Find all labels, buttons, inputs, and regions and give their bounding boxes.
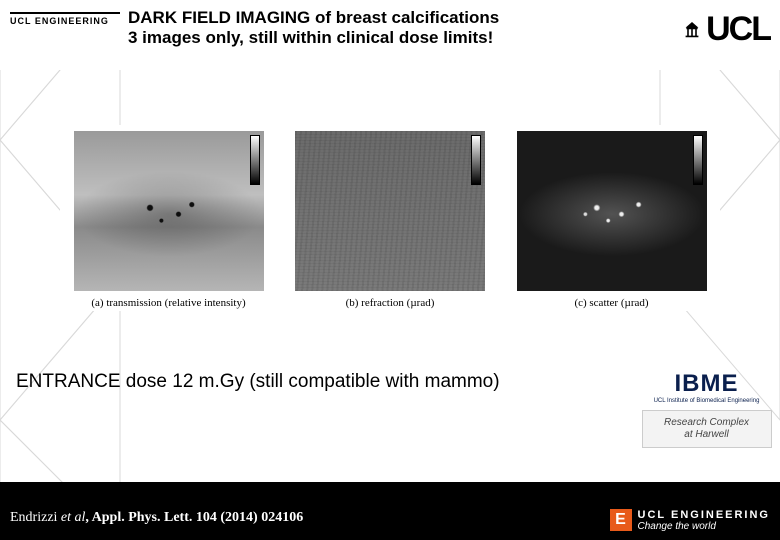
harwell-logo: Research Complex at Harwell [642, 410, 772, 448]
ucl-engineering-logo: UCL ENGINEERING [10, 6, 120, 27]
slide-title: DARK FIELD IMAGING of breast calcificati… [120, 6, 630, 48]
panel-b-caption: (b) refraction (µrad) [346, 297, 435, 309]
panel-c-caption: (c) scatter (µrad) [574, 297, 648, 309]
title-line-2: 3 images only, still within clinical dos… [128, 28, 630, 48]
colorbar-a [250, 135, 260, 185]
citation-etal: et al [57, 510, 85, 525]
harwell-line-1: Research Complex [645, 417, 769, 429]
title-line-1: DARK FIELD IMAGING of breast calcificati… [128, 8, 630, 28]
ucl-dome-icon [684, 21, 700, 39]
panel-a-image [74, 131, 264, 291]
affiliation-logos: IBME UCL Institute of Biomedical Enginee… [639, 370, 774, 448]
panel-a: (a) transmission (relative intensity) [66, 131, 271, 309]
footer-engineering-logo: E UCL ENGINEERING Change the world [610, 509, 770, 532]
ibme-small: UCL Institute of Biomedical Engineering [642, 398, 772, 404]
ucl-text: UCL [706, 10, 770, 49]
panel-a-caption: (a) transmission (relative intensity) [91, 297, 245, 309]
colorbar-b [471, 135, 481, 185]
footer-logo-text: UCL ENGINEERING Change the world [638, 509, 770, 532]
citation: Endrizzi et al, Appl. Phys. Lett. 104 (2… [0, 504, 313, 532]
ibme-big: IBME [642, 370, 772, 398]
panel-b-image [295, 131, 485, 291]
footer-e-icon: E [610, 509, 632, 531]
citation-rest: , Appl. Phys. Lett. 104 (2014) 024106 [85, 510, 303, 525]
ibme-logo: IBME UCL Institute of Biomedical Enginee… [642, 370, 772, 404]
colorbar-c [693, 135, 703, 185]
footer-bar: Endrizzi et al, Appl. Phys. Lett. 104 (2… [0, 482, 780, 540]
citation-author: Endrizzi [10, 510, 57, 525]
panel-c: (c) scatter (µrad) [509, 131, 714, 309]
eng-logo-text: UCL ENGINEERING [10, 16, 109, 26]
footer-logo-line-2: Change the world [638, 521, 770, 532]
harwell-line-2: at Harwell [645, 429, 769, 441]
ucl-logo: UCL [630, 6, 770, 49]
footer-logo-line-1: UCL ENGINEERING [638, 509, 770, 521]
panel-b: (b) refraction (µrad) [288, 131, 493, 309]
figure-row: (a) transmission (relative intensity) (b… [60, 125, 720, 311]
header: UCL ENGINEERING DARK FIELD IMAGING of br… [0, 0, 780, 70]
panel-c-image [517, 131, 707, 291]
